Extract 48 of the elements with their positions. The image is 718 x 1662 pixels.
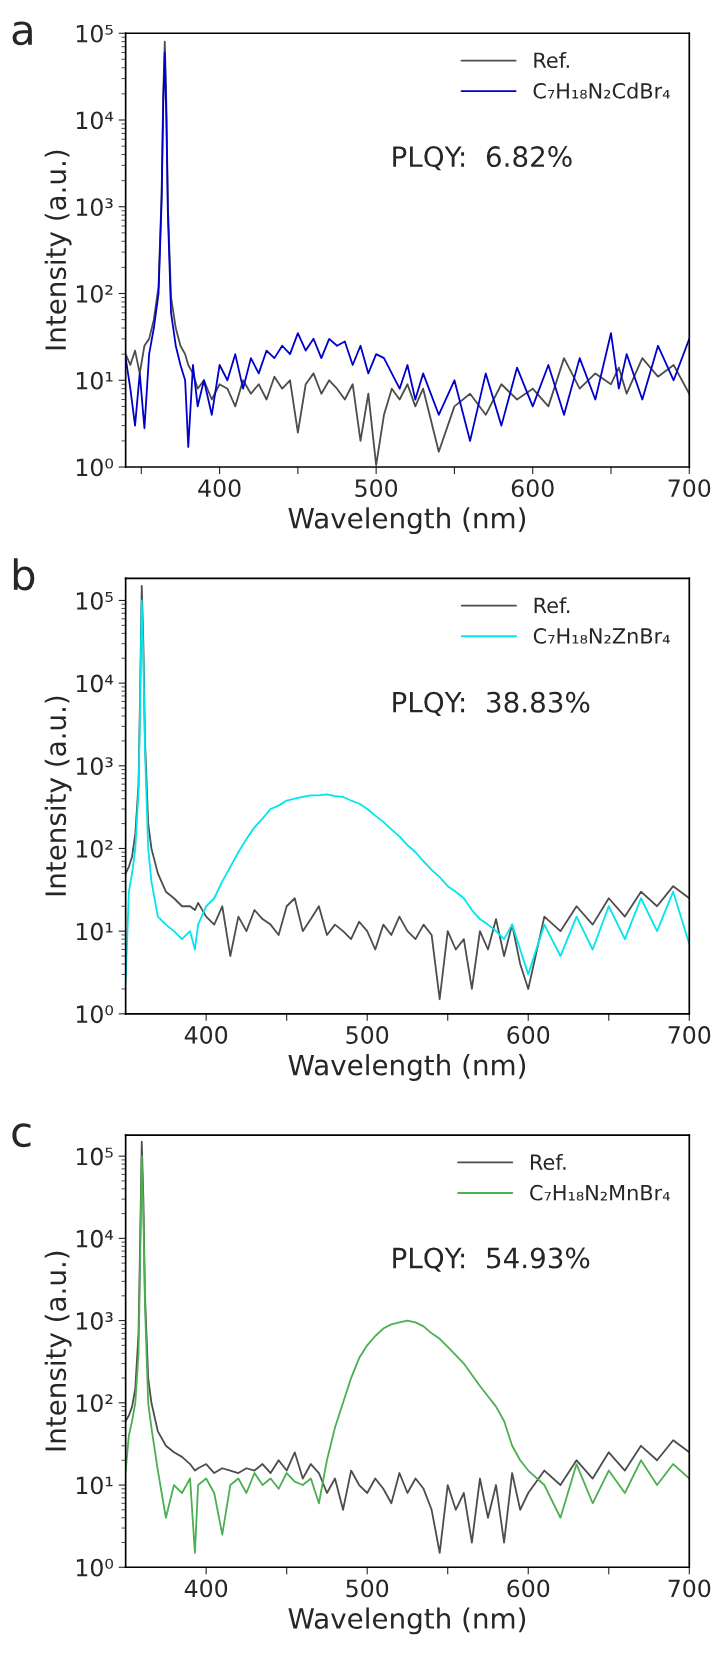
- x-tick-label: 600: [507, 1579, 550, 1598]
- y-axis-title: Intensity (a.u.): [44, 1251, 72, 1451]
- x-tick-label: 400: [184, 1579, 228, 1598]
- y-tick-label: 10¹: [76, 922, 113, 941]
- y-tick-label: 10¹: [76, 371, 113, 390]
- chart-title: a: [12, 21, 32, 46]
- x-tick-label: 400: [198, 479, 241, 498]
- chart-title: b: [13, 558, 35, 591]
- y-tick-label: 10⁰: [76, 1005, 114, 1024]
- x-axis-title: Wavelength (nm): [288, 1054, 526, 1081]
- y-tick-label: 10⁴: [76, 674, 114, 693]
- y-axis-title: Intensity (a.u.): [44, 696, 72, 896]
- y-tick-label: 10²: [76, 284, 113, 303]
- chart-title: c: [12, 1123, 31, 1148]
- y-tick-label: 10⁴: [76, 111, 114, 130]
- x-axis-title: Wavelength (nm): [288, 507, 526, 535]
- y-tick-label: 10⁵: [76, 591, 113, 610]
- y-axis-title: Intensity (a.u.): [44, 150, 72, 350]
- annotation: PLQY: 38.83%: [393, 691, 590, 716]
- y-tick-label: 10²: [76, 839, 113, 858]
- x-tick-label: 700: [668, 479, 711, 498]
- y-tick-label: 10⁰: [76, 1558, 114, 1577]
- x-axis-title: Wavelength (nm): [288, 1607, 526, 1635]
- y-tick-label: 10⁵: [76, 1147, 113, 1166]
- legend-label: Ref.: [534, 597, 570, 614]
- legend-label: C₇H₁₈N₂MnBr₄: [530, 1184, 670, 1201]
- x-tick-label: 500: [346, 1026, 389, 1044]
- y-tick-label: 10³: [76, 757, 113, 776]
- legend-label: Ref.: [534, 51, 569, 69]
- legend-label: C₇H₁₈N₂ZnBr₄: [533, 628, 670, 644]
- x-tick-label: 600: [511, 479, 554, 498]
- legend-label: Ref.: [530, 1153, 566, 1171]
- x-tick-label: 600: [507, 1026, 550, 1044]
- x-tick-label: 500: [355, 479, 398, 498]
- annotation: PLQY: 54.93%: [393, 1247, 590, 1272]
- y-tick-label: 10³: [76, 198, 113, 217]
- annotation: PLQY: 6.82%: [393, 146, 572, 171]
- x-tick-label: 400: [184, 1026, 228, 1044]
- legend-label: C₇H₁₈N₂CdBr₄: [533, 82, 670, 99]
- y-tick-label: 10⁴: [76, 1229, 114, 1248]
- x-tick-label: 700: [668, 1579, 711, 1598]
- y-tick-label: 10²: [76, 1394, 113, 1413]
- y-tick-label: 10⁰: [76, 458, 114, 477]
- x-tick-label: 500: [346, 1579, 389, 1598]
- x-tick-label: 700: [668, 1026, 711, 1044]
- y-tick-label: 10¹: [76, 1476, 113, 1495]
- y-tick-label: 10³: [76, 1312, 113, 1330]
- y-tick-label: 10⁵: [76, 24, 113, 43]
